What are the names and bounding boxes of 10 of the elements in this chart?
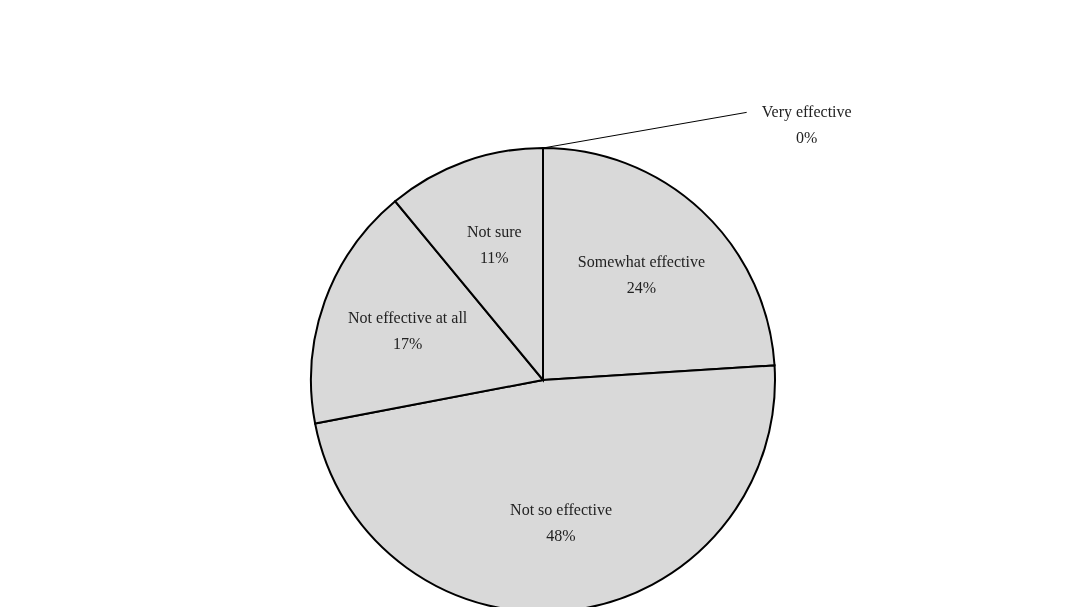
text: 0% <box>796 129 818 147</box>
slice-label: Not sure <box>466 222 522 240</box>
slice-label: Not so effective <box>510 500 612 518</box>
slice-label: Somewhat effective <box>577 253 706 271</box>
data-label: 11% <box>479 248 509 266</box>
category-label: Very effective <box>761 103 852 121</box>
data-label: 17% <box>393 335 423 353</box>
data-label: 48% <box>546 526 576 544</box>
data-label: 24% <box>626 279 657 297</box>
slice-label: Not effective at all <box>348 309 468 327</box>
